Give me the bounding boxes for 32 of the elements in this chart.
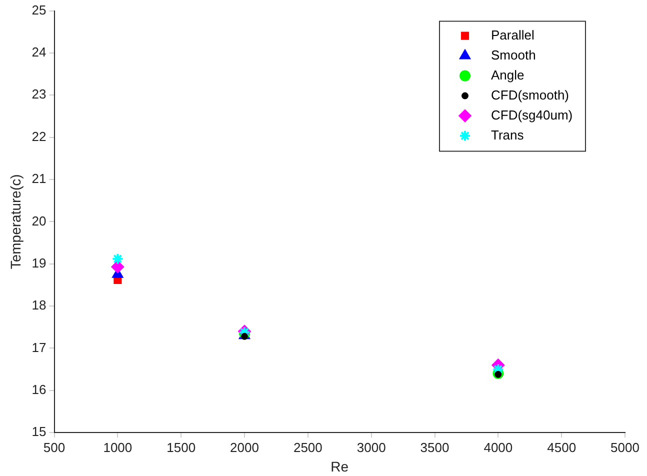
y-tick-label: 19 [32, 255, 46, 270]
point [112, 252, 124, 265]
x-tick-label: 4000 [484, 440, 513, 455]
y-axis-title: Temperature(c) [7, 174, 24, 270]
y-tick-label: 22 [32, 128, 46, 144]
y-tick-label: 23 [32, 86, 46, 102]
y-tick-label: 20 [32, 213, 46, 228]
legend-label: Angle [491, 67, 524, 82]
x-axis-title: Re [330, 458, 349, 474]
x-tick-label: 5000 [610, 440, 640, 455]
x-tick-label: 3500 [420, 440, 450, 455]
point [111, 260, 124, 274]
y-tick-label: 25 [32, 2, 46, 18]
x-tick-label: 1000 [103, 440, 132, 455]
legend-label: CFD(sg40um) [491, 107, 573, 122]
y-tick-label: 21 [32, 171, 46, 186]
x-tick-label: 3000 [356, 440, 386, 455]
x-tick-label: 4500 [547, 440, 576, 455]
x-tick-label: 2500 [293, 440, 322, 455]
legend-label: Smooth [491, 47, 536, 62]
x-tick-label: 1500 [166, 440, 196, 455]
x-tick-label: 2000 [230, 440, 259, 455]
y-tick-label: 24 [32, 44, 46, 60]
y-tick-label: 18 [32, 298, 46, 313]
legend-label: Trans [491, 127, 524, 142]
x-tick-label: 500 [43, 440, 66, 455]
legend-label: CFD(smooth) [491, 87, 570, 102]
y-tick-label: 16 [32, 382, 46, 397]
y-tick-label: 15 [32, 424, 46, 440]
legend-label: Parallel [491, 27, 534, 42]
y-tick-label: 17 [32, 340, 46, 355]
point [241, 332, 248, 340]
